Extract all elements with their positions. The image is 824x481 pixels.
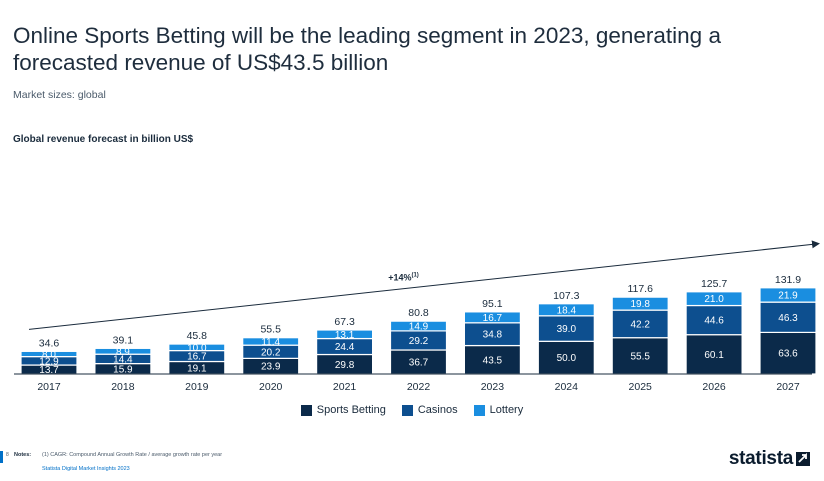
brand-name: statista	[728, 448, 793, 469]
value-label-lottery-2027: 21.9	[778, 290, 798, 301]
page-subtitle: Market sizes: global	[13, 89, 106, 101]
total-label-2022: 80.8	[408, 307, 429, 319]
page-title: Online Sports Betting will be the leadin…	[13, 23, 721, 75]
page-number: 8	[6, 452, 9, 458]
x-tick-label-2019: 2019	[185, 381, 209, 393]
bar-lottery-2017	[20, 350, 78, 358]
value-label-casinos-2026: 44.6	[704, 316, 724, 327]
value-label-lottery-2020: 11.4	[261, 337, 280, 348]
x-tick-label-2024: 2024	[555, 381, 579, 393]
bar-lottery-2027	[759, 287, 817, 303]
total-label-2025: 117.6	[627, 283, 653, 295]
value-label-sports-betting-2020: 23.9	[261, 362, 281, 373]
x-tick-label-2023: 2023	[481, 381, 505, 393]
value-label-lottery-2024: 18.4	[557, 305, 577, 316]
cagr-footnote-ref: (1)	[411, 273, 418, 279]
total-label-2019: 45.8	[187, 330, 208, 342]
chart-legend: Sports Betting Casinos Lottery	[0, 404, 824, 416]
value-label-sports-betting-2022: 36.7	[409, 357, 429, 368]
bar-sports-betting-2026	[685, 334, 743, 375]
total-label-2026: 125.7	[701, 278, 727, 290]
total-label-2027: 131.9	[775, 274, 801, 286]
value-label-casinos-2022: 29.2	[409, 336, 429, 347]
legend-swatch-lottery	[473, 404, 485, 416]
footnote-text: (1) CAGR: Compound Annual Growth Rate / …	[42, 452, 223, 458]
total-label-2020: 55.5	[260, 324, 281, 336]
value-label-casinos-2020: 20.2	[261, 347, 281, 358]
statista-logo-icon	[796, 452, 810, 466]
legend-item-sports-betting: Sports Betting	[300, 404, 386, 416]
bar-lottery-2019	[168, 343, 226, 352]
notes-label: Notes:	[14, 452, 32, 458]
value-label-lottery-2026: 21.0	[704, 294, 724, 305]
x-tick-label-2018: 2018	[111, 381, 135, 393]
bar-sports-betting-2027	[759, 331, 817, 375]
footer-accent-bar	[0, 451, 3, 463]
value-label-lottery-2023: 16.7	[483, 313, 503, 324]
value-label-casinos-2027: 46.3	[778, 313, 798, 324]
bar-casinos-2025	[611, 309, 669, 339]
cagr-annotation: +14%(1)	[388, 273, 419, 283]
bar-casinos-2027	[759, 301, 817, 334]
source-link[interactable]: Statista Digital Market Insights 2023	[42, 466, 130, 472]
total-label-2021: 67.3	[334, 316, 355, 328]
value-label-casinos-2021: 24.4	[335, 342, 355, 353]
total-label-2024: 107.3	[553, 290, 579, 302]
x-tick-label-2027: 2027	[776, 381, 800, 393]
value-label-lottery-2019: 10.0	[187, 343, 207, 354]
value-label-casinos-2023: 34.8	[483, 330, 503, 341]
value-label-casinos-2024: 39.0	[557, 324, 577, 335]
legend-swatch-casinos	[401, 404, 413, 416]
x-tick-label-2022: 2022	[407, 381, 431, 393]
bar-lottery-2018	[94, 347, 152, 355]
statista-logo: statista	[729, 448, 810, 470]
x-tick-label-2020: 2020	[259, 381, 283, 393]
value-label-casinos-2018: 14.4	[113, 354, 133, 365]
total-label-2023: 95.1	[482, 298, 503, 310]
legend-swatch-sports-betting	[300, 404, 312, 416]
value-label-sports-betting-2018: 15.9	[113, 364, 133, 375]
bar-casinos-2026	[685, 304, 743, 336]
value-label-casinos-2025: 42.2	[630, 319, 650, 330]
legend-label-sports-betting: Sports Betting	[316, 404, 386, 416]
bar-lottery-2025	[611, 296, 669, 311]
value-label-sports-betting-2017: 13.7	[39, 365, 59, 376]
bar-lottery-2022	[389, 320, 448, 332]
x-tick-label-2026: 2026	[702, 381, 726, 393]
value-label-lottery-2018: 8.9	[116, 347, 130, 358]
legend-label-lottery: Lottery	[489, 404, 524, 416]
x-tick-label-2021: 2021	[333, 381, 357, 393]
cagr-trend-arrow	[28, 240, 820, 330]
bar-lottery-2021	[316, 329, 374, 340]
x-tick-label-2025: 2025	[629, 381, 653, 393]
x-tick-label-2017: 2017	[37, 381, 61, 393]
chart-title: Global revenue forecast in billion US$	[13, 134, 194, 145]
value-label-sports-betting-2027: 63.6	[778, 349, 798, 360]
value-label-sports-betting-2023: 43.5	[483, 355, 503, 366]
bar-lottery-2024	[537, 303, 595, 317]
bar-sports-betting-2024	[537, 340, 595, 375]
value-label-sports-betting-2024: 50.0	[557, 353, 577, 364]
value-label-casinos-2017: 12.9	[39, 356, 59, 367]
bar-lottery-2020	[242, 337, 300, 346]
value-label-sports-betting-2021: 29.8	[335, 360, 355, 371]
value-label-lottery-2021: 13.1	[335, 330, 355, 341]
value-label-casinos-2019: 16.7	[187, 352, 207, 363]
value-label-sports-betting-2025: 55.5	[630, 351, 650, 362]
bar-lottery-2023	[463, 311, 521, 324]
value-label-lottery-2017: 8.0	[42, 349, 56, 360]
legend-label-casinos: Casinos	[417, 404, 458, 416]
value-label-lottery-2025: 19.8	[630, 299, 650, 310]
value-label-sports-betting-2019: 19.1	[187, 363, 207, 374]
bar-lottery-2026	[685, 291, 743, 307]
stacked-bar-chart: +14%(1) 13.712.98.034.6 15.914.48.939.1 19…	[14, 240, 820, 393]
bar-casinos-2024	[537, 315, 595, 342]
value-label-lottery-2022: 14.9	[409, 322, 429, 333]
legend-item-lottery: Lottery	[473, 404, 524, 416]
legend-item-casinos: Casinos	[401, 404, 458, 416]
total-label-2018: 39.1	[113, 334, 134, 346]
total-label-2017: 34.6	[39, 337, 60, 349]
value-label-sports-betting-2026: 60.1	[704, 350, 724, 361]
